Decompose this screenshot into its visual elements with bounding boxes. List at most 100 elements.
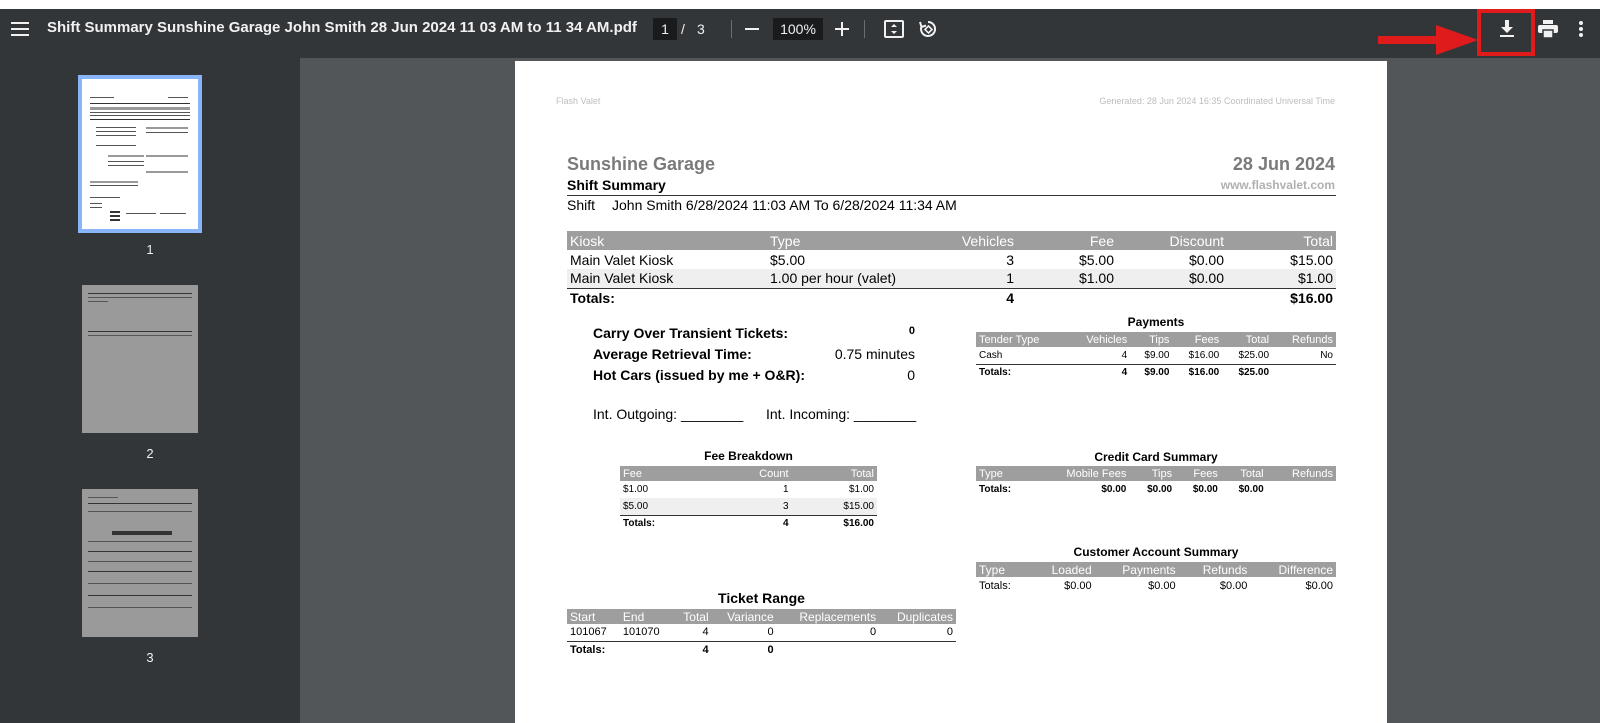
fee-breakdown-table: Fee Count Total $1.00 1 $1.00 $5.00 3 $1…: [620, 466, 877, 532]
column-header: Refunds: [1266, 466, 1336, 481]
column-header: Tips: [1130, 332, 1173, 347]
page-thumbnail-1[interactable]: [78, 75, 202, 233]
table-cell: $16.00: [1188, 349, 1220, 361]
zoom-out-button[interactable]: [737, 14, 767, 44]
table-cell: 4: [672, 640, 712, 658]
totals-row: Totals: $0.00 $0.00 $0.00 $0.00: [976, 577, 1336, 594]
table-header-row: Kiosk Type Vehicles Fee Discount Total: [567, 231, 1336, 250]
table-cell: 101067: [570, 626, 607, 639]
minus-icon: [745, 28, 759, 30]
table-row: Main Valet Kiosk $5.00 3 $5.00 $0.00 $15…: [567, 250, 1336, 269]
page-header-left: Flash Valet: [556, 96, 601, 106]
column-header: Fees: [1175, 466, 1221, 481]
download-button[interactable]: [1492, 14, 1522, 44]
table-cell: [1117, 287, 1227, 307]
table-cell: 0: [946, 626, 953, 639]
table-cell: [1017, 287, 1117, 307]
column-header: Type: [976, 562, 1030, 577]
table-cell: Totals:: [620, 514, 709, 532]
hamburger-menu-icon[interactable]: [4, 13, 36, 45]
table-cell: 0: [869, 626, 877, 639]
table-row: $1.00 1 $1.00: [620, 481, 877, 498]
carry-over-label: Carry Over Transient Tickets:: [593, 325, 789, 341]
payments-title: Payments: [1127, 315, 1185, 329]
payments-table: Tender Type Vehicles Tips Fees Total Ref…: [976, 332, 1336, 381]
credit-card-table: Type Mobile Fees Tips Fees Total Refunds…: [976, 466, 1336, 498]
int-outgoing: Int. Outgoing: ________: [593, 406, 744, 422]
table-cell: Cash: [979, 349, 1003, 361]
table-cell: $0.00: [1219, 579, 1248, 592]
thumbnail-label: 2: [146, 446, 154, 461]
table-cell: $0.00: [1148, 579, 1176, 592]
table-cell: Totals:: [567, 287, 767, 307]
table-cell: $5.00: [1078, 251, 1114, 268]
rotate-icon: [919, 20, 937, 37]
hot-cars-label: Hot Cars (issued by me + O&R):: [593, 367, 805, 383]
page-number-input[interactable]: [653, 18, 677, 40]
table-cell: $0.00: [1305, 579, 1333, 592]
total-pages: 3: [697, 21, 705, 37]
table-cell: $0.00: [1188, 251, 1224, 268]
column-header: Fee: [1017, 231, 1117, 250]
table-cell: $9.00: [1130, 363, 1173, 381]
credit-card-title: Credit Card Summary: [1094, 450, 1218, 464]
plus-icon: [835, 22, 849, 36]
column-header: Variance: [711, 609, 777, 624]
totals-row: Totals: 4 $9.00 $16.00 $25.00: [976, 363, 1336, 381]
download-highlight-box: [1477, 9, 1535, 56]
column-header: Difference: [1250, 562, 1336, 577]
table-cell: $16.00: [1172, 363, 1223, 381]
column-header: Total: [1222, 332, 1273, 347]
page-separator: /: [681, 21, 685, 37]
table-cell: 3: [708, 498, 792, 515]
table-cell: $1.00: [1227, 269, 1336, 288]
column-header: Payments: [1094, 562, 1179, 577]
table-cell: $0.00: [1117, 269, 1227, 288]
table-cell: $0.00: [1238, 484, 1264, 495]
table-cell: $0.00: [1064, 579, 1092, 592]
table-header-row: Type Mobile Fees Tips Fees Total Refunds: [976, 466, 1336, 481]
thumbnail-label: 1: [146, 242, 154, 257]
totals-row: Totals: 4 $16.00: [620, 514, 877, 532]
table-cell: Totals:: [976, 363, 1067, 381]
column-header: Start: [567, 609, 620, 624]
table-cell: [1272, 363, 1336, 381]
page-thumbnail-2[interactable]: [82, 285, 198, 433]
red-arrow-annotation: [1378, 25, 1478, 60]
table-cell: [879, 640, 956, 658]
table-cell: [1267, 481, 1336, 498]
avg-retrieval-label: Average Retrieval Time:: [593, 346, 752, 362]
column-header: Fee: [620, 466, 709, 481]
print-icon: [1538, 20, 1558, 38]
table-cell: $16.00: [791, 514, 877, 532]
zoom-in-button[interactable]: [827, 14, 857, 44]
table-cell: $0.00: [1192, 484, 1218, 495]
rotate-button[interactable]: [913, 14, 943, 44]
table-cell: 101070: [622, 626, 660, 639]
zoom-input[interactable]: [773, 18, 823, 40]
table-cell: 1: [782, 484, 789, 495]
carry-over-value: 0: [908, 325, 915, 337]
table-row: $5.00 3 $15.00: [620, 498, 877, 515]
column-header: Count: [708, 466, 792, 481]
table-cell: $1.00: [1017, 269, 1117, 288]
table-cell: [767, 287, 947, 307]
table-header-row: Fee Count Total: [620, 466, 877, 481]
fit-to-page-button[interactable]: [879, 14, 909, 44]
column-header: Refunds: [1178, 562, 1251, 577]
column-header: Type: [976, 466, 1033, 481]
page-thumbnail-3[interactable]: [82, 489, 198, 637]
table-cell: [776, 640, 880, 658]
more-options-icon[interactable]: [1571, 14, 1591, 44]
totals-row: Totals: 4 0: [567, 640, 956, 658]
table-cell: No: [1320, 349, 1333, 361]
table-cell: [619, 640, 673, 658]
toolbar-divider: [864, 20, 865, 38]
table-cell: Totals:: [567, 640, 620, 658]
table-cell: 4: [947, 287, 1017, 307]
page-header-right: Generated: 28 Jun 2024 16:35 Coordinated…: [1099, 96, 1335, 106]
print-button[interactable]: [1533, 14, 1563, 44]
table-cell: Main Valet Kiosk: [567, 269, 767, 288]
fee-breakdown-title: Fee Breakdown: [704, 449, 793, 463]
table-cell: $15.00: [1290, 251, 1333, 268]
